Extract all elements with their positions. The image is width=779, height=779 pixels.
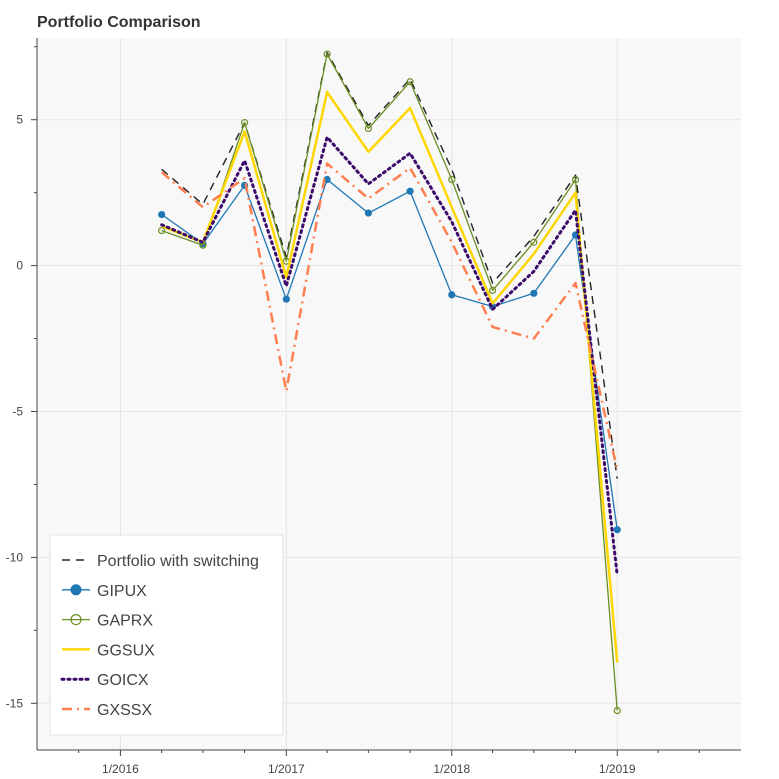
legend-box: [49, 534, 284, 736]
series-line-gxssx: [160, 162, 619, 471]
series-line-goicx: [160, 135, 619, 577]
data-point-gaprx: [241, 119, 249, 127]
legend[interactable]: Portfolio with switching GIPUX GAPRX GGSUX G…: [49, 534, 284, 736]
x-tick-label: 1/2018: [433, 762, 470, 776]
data-point-gaprx: [571, 175, 580, 184]
x-tick-label: 1/2019: [599, 762, 636, 776]
series-gxssx: [160, 162, 619, 471]
legend-item-gxssx[interactable]: GXSSX: [62, 702, 152, 719]
data-point-gaprx: [448, 175, 456, 184]
data-point-gaprx: [613, 707, 621, 715]
series-line-gaprx: [161, 53, 618, 711]
data-point-gipux: [406, 187, 414, 195]
data-point-gaprx: [364, 124, 372, 133]
chart-title: Portfolio Comparison: [37, 14, 201, 31]
series-portfolio-with-switching: [161, 51, 618, 479]
data-point-gipux: [364, 209, 372, 217]
series-layer: [158, 50, 621, 715]
data-point-gipux: [448, 291, 456, 299]
legend-label: GOICX: [97, 672, 149, 689]
y-tick-label: 5: [16, 113, 23, 127]
legend-marker: [70, 584, 82, 596]
data-point-gaprx: [488, 286, 497, 295]
series-line-ggsux: [161, 90, 619, 663]
legend-item-ggsux[interactable]: GGSUX: [62, 642, 155, 659]
legend-item-gipux[interactable]: GIPUX: [62, 583, 147, 600]
legend-label: GIPUX: [97, 583, 147, 600]
x-tick-label: 1/2017: [268, 762, 305, 776]
legend-label: Portfolio with switching: [97, 553, 259, 570]
y-axis: 5 0 -5 -10 -15: [6, 38, 38, 750]
data-point-gaprx: [158, 226, 166, 235]
data-point-gipux: [613, 526, 621, 534]
legend-item-goicx[interactable]: GOICX: [60, 672, 149, 689]
series-goicx: [160, 135, 619, 577]
series-gaprx: [158, 50, 621, 715]
data-point-gaprx: [530, 238, 538, 246]
y-tick-label: -15: [6, 696, 24, 710]
x-axis: 1/2016 1/2017 1/2018 1/2019: [37, 749, 741, 776]
series-ggsux: [161, 90, 619, 663]
legend-label: GXSSX: [97, 702, 152, 719]
y-tick-label: -5: [12, 405, 23, 419]
y-tick-label: -10: [6, 550, 24, 564]
legend-marker: [70, 613, 82, 626]
x-tick-label: 1/2016: [102, 762, 139, 776]
legend-label: GAPRX: [97, 613, 153, 630]
legend-item-portfolio-with-switching[interactable]: Portfolio with switching: [62, 553, 259, 570]
data-point-gaprx: [323, 50, 331, 58]
data-point-gipux: [282, 295, 290, 303]
y-tick-label: 0: [16, 259, 23, 273]
data-point-gaprx: [406, 78, 414, 86]
legend-label: GGSUX: [97, 642, 155, 659]
series-line-portfolio-with-switching: [161, 51, 618, 479]
legend-item-gaprx[interactable]: GAPRX: [62, 613, 153, 630]
data-point-gipux: [530, 289, 538, 297]
data-point-gipux: [158, 210, 166, 219]
series-line-gipux: [161, 178, 618, 530]
